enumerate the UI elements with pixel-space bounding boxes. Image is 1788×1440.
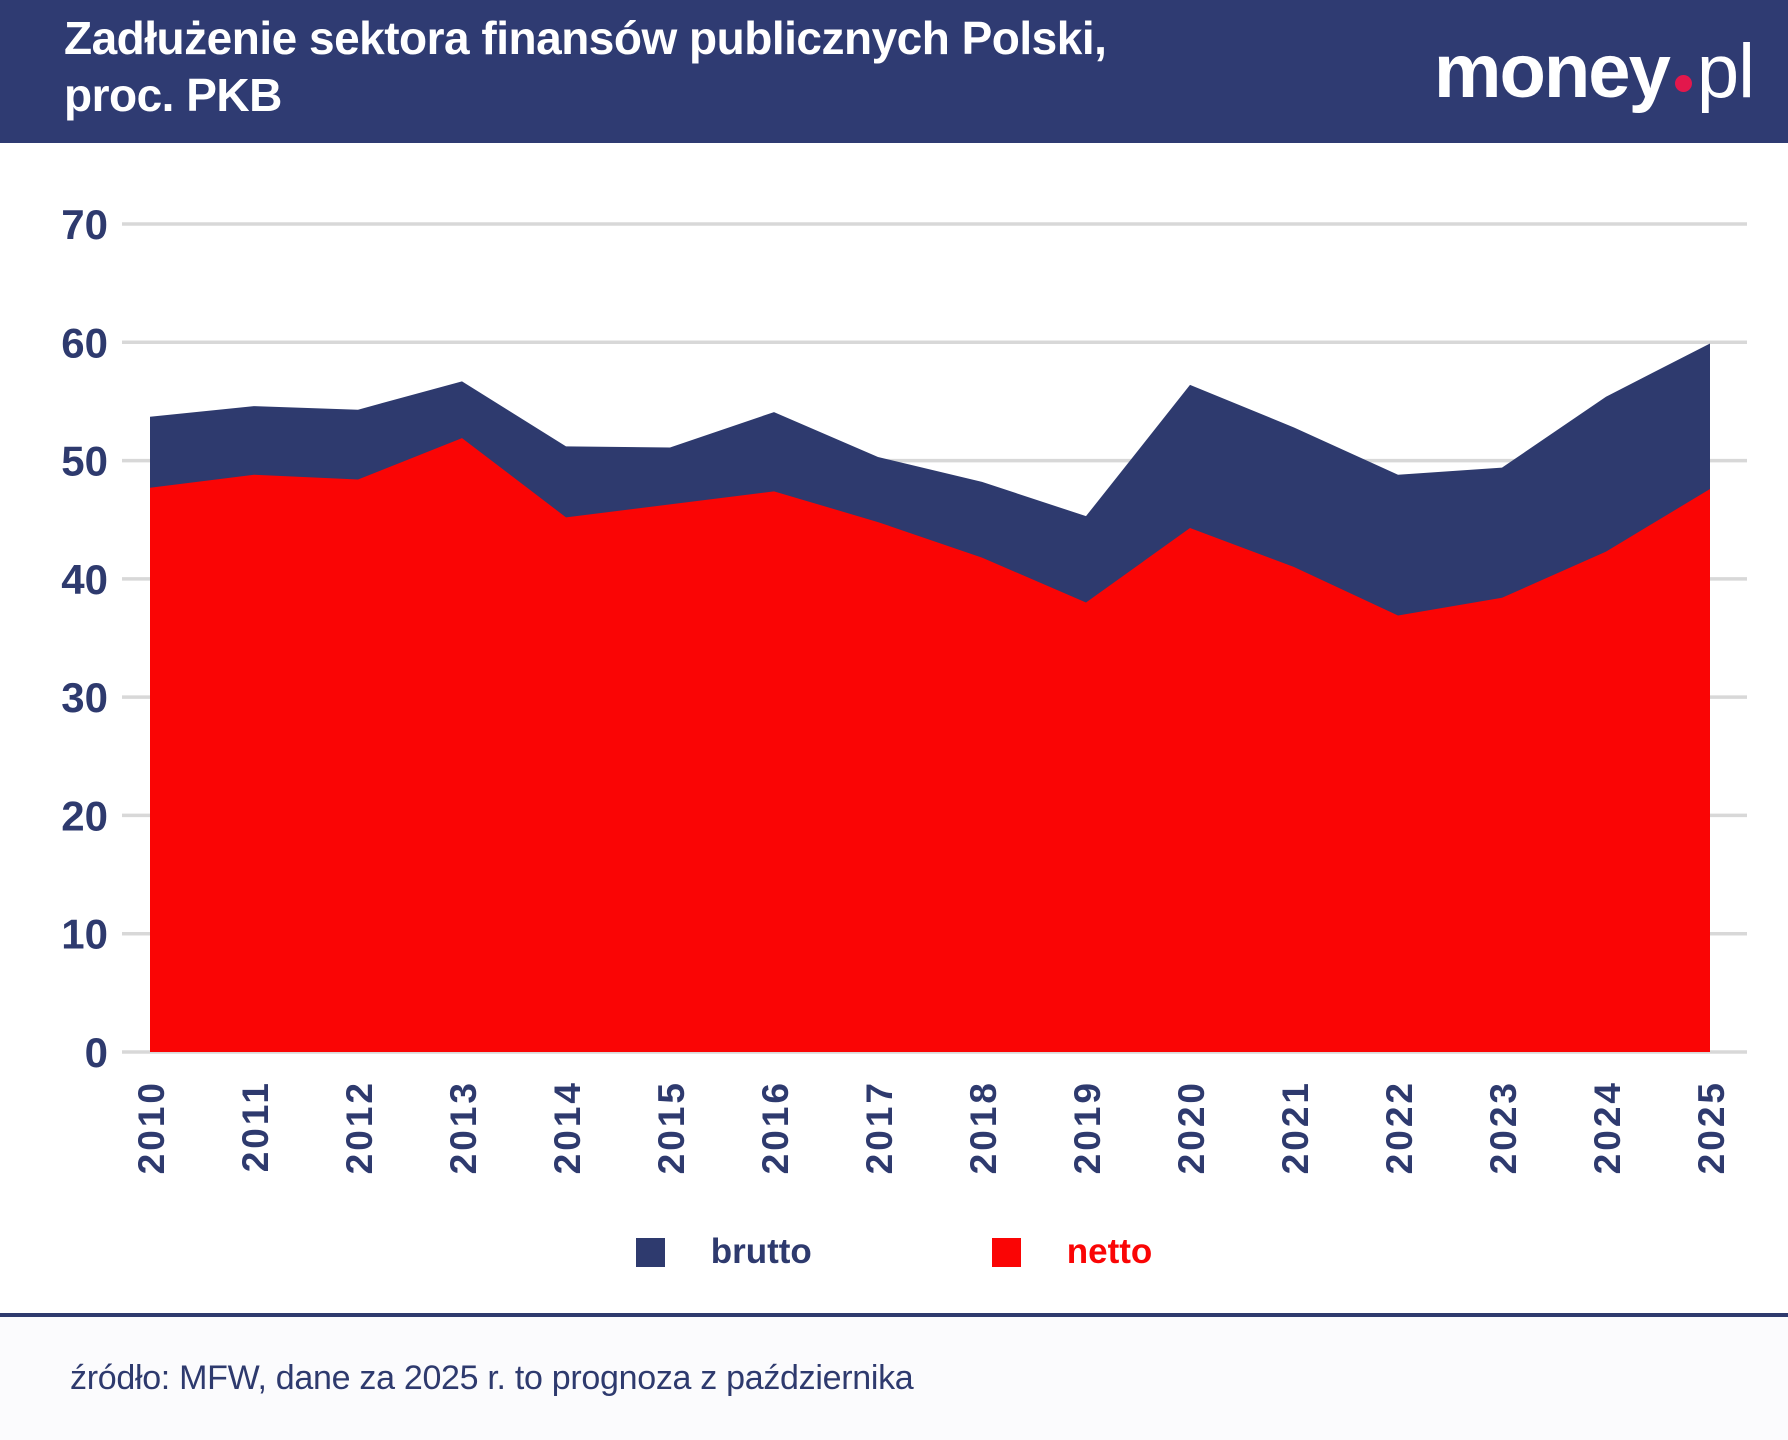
x-tick-2023: 2023 [1483, 1080, 1524, 1174]
x-tick-2020: 2020 [1171, 1080, 1212, 1174]
header-bar: Zadłużenie sektora finansów publicznych … [0, 0, 1788, 143]
footer-divider [0, 1313, 1788, 1317]
x-tick-2010: 2010 [131, 1080, 172, 1174]
x-tick-2018: 2018 [963, 1080, 1004, 1174]
page-title-line1: Zadłużenie sektora finansów publicznych … [64, 12, 1107, 64]
logo-dot-icon [1674, 75, 1692, 92]
y-tick-10: 10 [61, 911, 108, 958]
x-tick-2025: 2025 [1691, 1080, 1732, 1174]
x-tick-2014: 2014 [547, 1080, 588, 1174]
x-tick-2024: 2024 [1587, 1080, 1628, 1174]
legend-label-netto: netto [1066, 1232, 1153, 1271]
x-tick-2022: 2022 [1379, 1080, 1420, 1174]
x-tick-2011: 2011 [235, 1080, 276, 1172]
y-tick-30: 30 [61, 674, 108, 721]
moneypl-logo: money pl [1433, 28, 1755, 116]
legend-item-brutto: brutto [635, 1232, 812, 1272]
legend-label-brutto: brutto [710, 1232, 812, 1271]
netto-swatch-icon [991, 1237, 1021, 1267]
netto-area [150, 438, 1710, 1052]
x-tick-2017: 2017 [859, 1080, 900, 1174]
logo-money-text: money [1433, 29, 1671, 114]
x-tick-2012: 2012 [339, 1080, 380, 1174]
x-tick-2019: 2019 [1067, 1080, 1108, 1174]
x-tick-2013: 2013 [443, 1080, 484, 1174]
brutto-swatch-icon [635, 1237, 665, 1267]
legend-item-netto: netto [991, 1232, 1153, 1272]
x-tick-2015: 2015 [651, 1080, 692, 1174]
y-tick-0: 0 [85, 1029, 108, 1076]
x-tick-2021: 2021 [1275, 1080, 1316, 1174]
chart-legend: brutto netto [0, 1232, 1788, 1272]
page-title-line2: proc. PKB [64, 69, 282, 121]
page-title: Zadłużenie sektora finansów publicznych … [64, 10, 1107, 124]
y-tick-20: 20 [61, 792, 108, 839]
y-tick-40: 40 [61, 556, 108, 603]
x-tick-2016: 2016 [755, 1080, 796, 1174]
y-tick-50: 50 [61, 438, 108, 485]
y-tick-60: 60 [61, 319, 108, 366]
logo-tld-text: pl [1696, 29, 1755, 114]
source-note: źródło: MFW, dane za 2025 r. to prognoza… [70, 1359, 914, 1397]
y-tick-70: 70 [61, 201, 108, 248]
footer: źródło: MFW, dane za 2025 r. to prognoza… [0, 1317, 1788, 1440]
